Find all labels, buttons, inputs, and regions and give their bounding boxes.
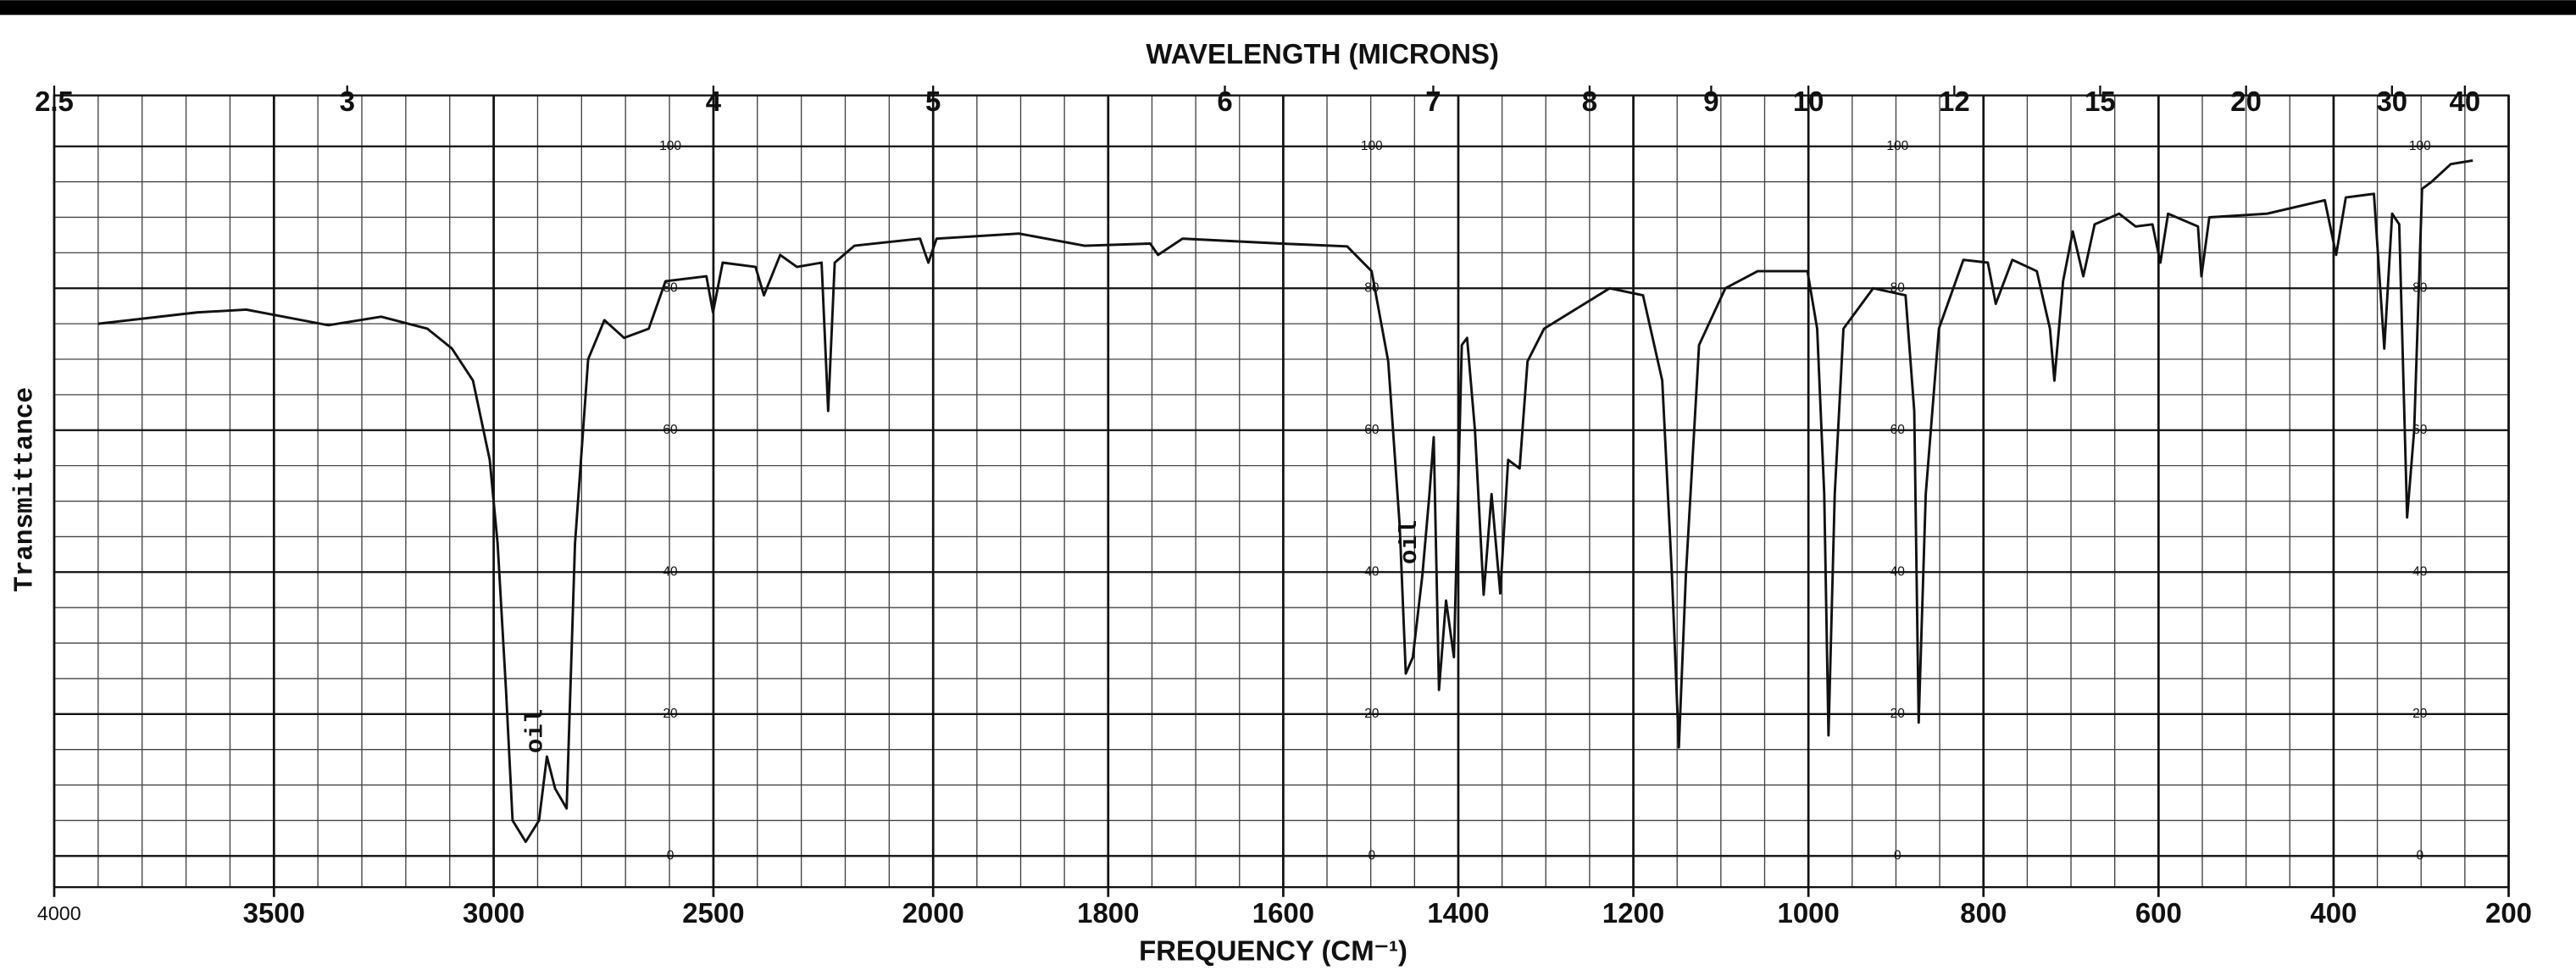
x2-tick-label: 30 (2376, 86, 2407, 117)
annotation: oil (522, 709, 550, 753)
y-tick-label: 20 (2412, 707, 2428, 721)
x2-tick-label: 8 (1582, 86, 1597, 117)
x-tick-label: 3500 (243, 897, 305, 929)
y-tick-label: 60 (2412, 423, 2428, 437)
x2-tick-label: 5 (925, 86, 941, 117)
x-axis-label: FREQUENCY (CM⁻¹) (1139, 934, 1407, 966)
y-tick-label: 20 (1890, 707, 1906, 721)
y-tick-label: 40 (1364, 564, 1380, 579)
x-tick-label: 200 (2485, 897, 2532, 929)
annotation: oil (1396, 520, 1424, 564)
y-tick-label: 80 (1364, 280, 1380, 295)
y-tick-label: 80 (2412, 280, 2428, 295)
y-tick-label: 100 (2409, 139, 2431, 153)
x-tick-label: 1800 (1077, 897, 1139, 929)
y-tick-label: 100 (1361, 139, 1383, 153)
y-tick-label: 40 (2412, 564, 2428, 579)
y-tick-label: 20 (663, 707, 678, 721)
y-tick-label: 0 (1368, 848, 1376, 862)
y-tick-label: 20 (1364, 707, 1380, 721)
y-axis-label: Transmittance (10, 387, 40, 592)
x2-tick-label: 4 (706, 86, 722, 117)
y-tick-label: 100 (1886, 139, 1908, 153)
y-tick-label: 60 (1890, 423, 1906, 437)
y-tick-label: 100 (659, 139, 681, 153)
y-tick-label: 60 (663, 423, 678, 437)
x2-tick-label: 3 (340, 86, 355, 117)
y-tick-label: 40 (663, 564, 678, 579)
x2-tick-label: 6 (1217, 86, 1232, 117)
y-tick-label: 0 (667, 848, 675, 862)
x-tick-label: 3000 (463, 897, 525, 929)
plot-frame (53, 94, 2510, 889)
x-tick-label: 400 (2310, 897, 2357, 929)
x-tick-label: 800 (1960, 897, 2007, 929)
x2-tick-label: 10 (1793, 86, 1824, 117)
y-tick-label: 0 (1894, 848, 1901, 862)
x2-tick-label: 15 (2085, 86, 2116, 117)
x-tick-label: 1200 (1602, 897, 1664, 929)
x-tick-label: 1000 (1778, 897, 1840, 929)
x2-tick-label: 12 (1939, 86, 1970, 117)
y-tick-label: 60 (1364, 423, 1380, 437)
x-tick-label: 1400 (1427, 897, 1489, 929)
y-tick-label: 40 (1890, 564, 1906, 579)
x2-tick-label: 2.5 (35, 86, 74, 117)
x2-tick-label: 20 (2230, 86, 2262, 117)
chart-title: WAVELENGTH (MICRONS) (1146, 38, 1499, 69)
x-tick-label: 2500 (682, 897, 744, 929)
x-tick-label: 1600 (1252, 897, 1314, 929)
x2-tick-label: 7 (1425, 86, 1441, 117)
x2-tick-label: 40 (2450, 86, 2481, 117)
y-tick-label: 80 (1890, 280, 1906, 295)
x2-tick-label: 9 (1703, 86, 1718, 117)
x-tick-label: 4000 (37, 902, 81, 924)
spectrum-line (97, 158, 2473, 844)
y-tick-label: 0 (2417, 848, 2424, 862)
top-bar (0, 0, 2576, 15)
x-tick-label: 600 (2135, 897, 2182, 929)
x-tick-label: 2000 (902, 897, 964, 929)
y-tick-label: 80 (663, 280, 678, 295)
